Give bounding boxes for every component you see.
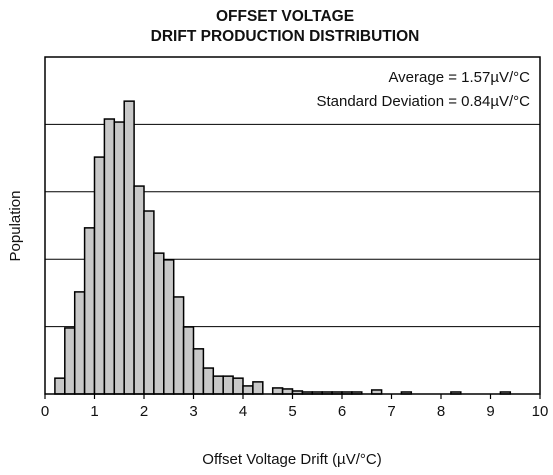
chart-title: OFFSET VOLTAGE	[216, 8, 354, 25]
bar	[172, 296, 185, 395]
bar	[54, 377, 66, 395]
x-axis-label: Offset Voltage Drift (µV/°C)	[202, 451, 381, 468]
x-tick-label: 3	[189, 403, 197, 420]
bar	[123, 100, 135, 395]
x-tick-label: 1	[90, 403, 98, 420]
bar	[192, 348, 205, 395]
bar	[103, 118, 116, 395]
bar	[73, 291, 86, 395]
x-tick-label: 7	[387, 403, 395, 420]
bar	[93, 156, 106, 395]
bar	[222, 375, 234, 395]
bar	[281, 388, 294, 395]
x-tick-label: 5	[288, 403, 296, 420]
bar	[143, 210, 155, 395]
x-tick-label: 9	[486, 403, 494, 420]
x-tick-label: 10	[532, 403, 549, 420]
bar	[182, 326, 195, 395]
x-tick-label: 2	[140, 403, 148, 420]
bar	[153, 252, 165, 395]
bar	[232, 377, 244, 395]
x-tick-label: 4	[239, 403, 247, 420]
bar	[212, 375, 224, 395]
bar	[113, 121, 125, 395]
bar	[163, 259, 175, 395]
bar	[64, 327, 76, 395]
bar	[252, 381, 264, 395]
bar	[202, 367, 215, 395]
x-tick-label: 6	[338, 403, 346, 420]
annotation: Average = 1.57µV/°C	[388, 69, 530, 86]
bar	[242, 385, 254, 395]
bar	[271, 387, 284, 395]
y-axis-label: Population	[7, 191, 24, 262]
x-tick-label: 0	[41, 403, 49, 420]
x-tick-label: 8	[437, 403, 445, 420]
annotation: Standard Deviation = 0.84µV/°C	[316, 93, 530, 110]
plot-frame	[44, 56, 541, 395]
chart-title: DRIFT PRODUCTION DISTRIBUTION	[151, 28, 420, 45]
bar	[83, 227, 96, 395]
bar	[133, 185, 145, 395]
